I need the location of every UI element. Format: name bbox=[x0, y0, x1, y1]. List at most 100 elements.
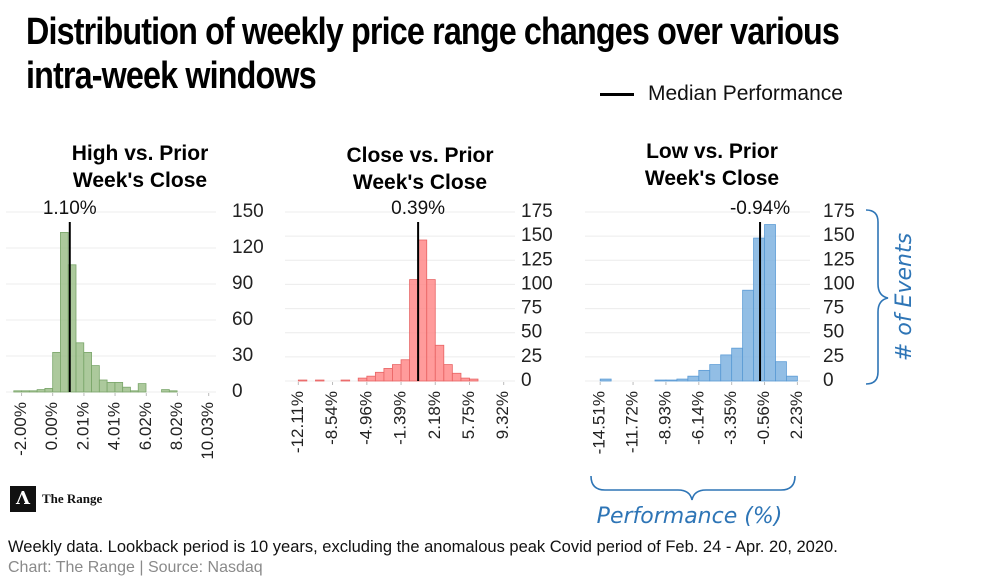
x-tick-label: 2.23% bbox=[787, 391, 806, 439]
bar bbox=[161, 389, 170, 393]
bar bbox=[52, 351, 61, 393]
x-brace bbox=[590, 475, 796, 501]
bar bbox=[137, 383, 147, 393]
panel-title: Low vs. Prior Week's Close bbox=[644, 140, 780, 190]
bar bbox=[168, 390, 178, 393]
bar bbox=[676, 378, 689, 382]
y-tick-label: 30 bbox=[232, 345, 253, 366]
bar bbox=[98, 379, 108, 393]
bar bbox=[36, 389, 46, 393]
y-tick-label: 60 bbox=[232, 309, 253, 330]
y-tick-label: 125 bbox=[521, 249, 553, 270]
y-tick-label: 100 bbox=[521, 273, 553, 294]
logo-icon: Λ bbox=[10, 486, 36, 512]
bar bbox=[297, 379, 308, 382]
panel-title: Close vs. Prior Week's Close bbox=[346, 144, 494, 194]
bar bbox=[443, 364, 453, 382]
bar bbox=[130, 390, 139, 393]
median-label: 0.39% bbox=[391, 198, 445, 219]
y-axis-title: # of Events bbox=[892, 233, 917, 361]
bar bbox=[460, 377, 470, 382]
bar bbox=[665, 379, 678, 382]
y-tick-label: 150 bbox=[823, 225, 855, 246]
y-tick-label: 175 bbox=[521, 201, 553, 222]
y-tick-label: 125 bbox=[823, 249, 855, 270]
y-tick-label: 175 bbox=[823, 201, 855, 222]
bar bbox=[366, 375, 376, 382]
bar bbox=[315, 379, 325, 382]
x-tick-label: 2.01% bbox=[73, 402, 92, 450]
bar bbox=[392, 364, 402, 382]
y-tick-label: 25 bbox=[521, 346, 542, 367]
bar bbox=[114, 381, 124, 393]
legend: Median Performance bbox=[600, 80, 843, 108]
bar bbox=[775, 361, 787, 382]
bar bbox=[417, 239, 428, 382]
bar bbox=[742, 289, 754, 382]
x-tick-label: -3.35% bbox=[721, 391, 740, 445]
bar bbox=[599, 378, 612, 382]
y-tick-label: 0 bbox=[823, 370, 834, 391]
bar bbox=[13, 390, 22, 393]
bar bbox=[28, 390, 38, 393]
x-tick-label: -12.11% bbox=[288, 391, 307, 453]
bar bbox=[357, 377, 368, 382]
bar bbox=[731, 347, 744, 382]
y-tick-label: 150 bbox=[232, 201, 264, 222]
x-tick-label: -8.93% bbox=[655, 391, 674, 445]
y-brace bbox=[865, 209, 889, 385]
y-tick-label: 75 bbox=[521, 298, 542, 319]
bar bbox=[374, 371, 385, 382]
bar bbox=[60, 231, 69, 393]
median-label: -0.94% bbox=[730, 198, 790, 219]
logo-name: The Range bbox=[42, 491, 103, 506]
x-tick-label: -1.39% bbox=[391, 391, 410, 445]
bar bbox=[709, 364, 722, 382]
bar bbox=[106, 381, 116, 393]
bar bbox=[720, 354, 733, 382]
x-tick-label: 2.18% bbox=[425, 391, 444, 439]
x-tick-label: 0.00% bbox=[42, 402, 61, 450]
source: Chart: The Range | Source: Nasdaq bbox=[8, 559, 263, 576]
bar bbox=[409, 279, 419, 382]
bar bbox=[340, 379, 351, 382]
median-label: 1.10% bbox=[43, 198, 97, 219]
bar bbox=[44, 387, 54, 393]
x-tick-label: -2.00% bbox=[11, 402, 30, 456]
bar bbox=[75, 342, 85, 393]
x-tick-label: -8.54% bbox=[322, 391, 341, 445]
y-tick-label: 120 bbox=[232, 237, 264, 258]
bar bbox=[67, 264, 77, 393]
y-tick-label: 90 bbox=[232, 273, 253, 294]
x-tick-label: 10.03% bbox=[198, 402, 217, 460]
x-tick-label: 9.32% bbox=[493, 391, 512, 439]
bar bbox=[83, 351, 92, 393]
bar bbox=[654, 379, 667, 382]
y-tick-label: 50 bbox=[521, 322, 542, 343]
bar bbox=[698, 369, 711, 382]
x-tick-label: 6.02% bbox=[136, 402, 155, 450]
x-tick-label: -11.72% bbox=[623, 391, 642, 453]
panel-title: High vs. Prior Week's Close bbox=[71, 142, 209, 192]
x-tick-label: 5.75% bbox=[459, 391, 478, 439]
x-tick-label: 8.02% bbox=[167, 402, 186, 450]
y-tick-label: 75 bbox=[823, 298, 844, 319]
bar bbox=[383, 368, 393, 382]
x-tick-label: -0.56% bbox=[754, 391, 773, 445]
bar bbox=[400, 359, 410, 382]
bar bbox=[434, 344, 445, 382]
y-tick-label: 100 bbox=[823, 273, 855, 294]
logo: Λ The Range bbox=[10, 486, 102, 512]
bar bbox=[786, 375, 798, 382]
bar bbox=[122, 386, 131, 393]
y-tick-label: 0 bbox=[232, 381, 243, 402]
footnote: Weekly data. Lookback period is 10 years… bbox=[8, 538, 838, 556]
bar bbox=[764, 224, 776, 382]
bar bbox=[91, 365, 100, 393]
bar bbox=[753, 237, 765, 382]
bar bbox=[469, 378, 479, 382]
bar bbox=[426, 279, 436, 382]
bar bbox=[21, 390, 30, 393]
